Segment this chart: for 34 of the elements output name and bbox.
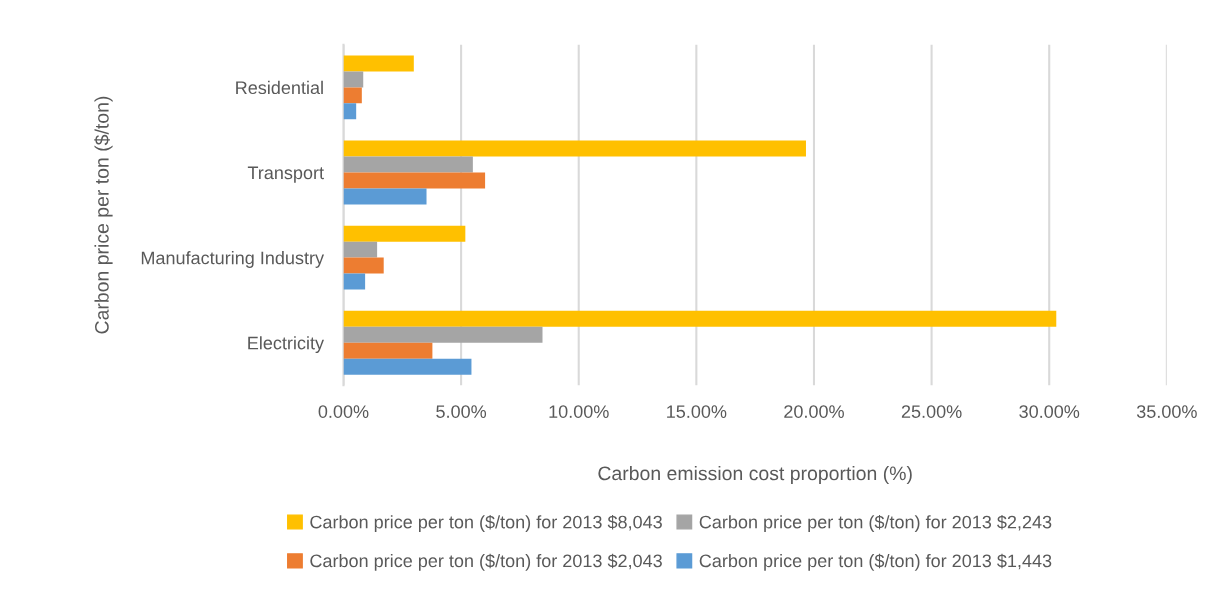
bar xyxy=(343,241,378,258)
legend-label: Carbon price per ton ($/ton) for 2013 $1,443 xyxy=(699,553,1052,571)
x-tick-label: 35.00% xyxy=(1136,405,1197,418)
x-axis-title: Carbon emission cost proportion (%) xyxy=(598,465,912,485)
bar xyxy=(343,156,473,173)
bar xyxy=(343,172,486,189)
bar xyxy=(343,87,362,104)
x-tick-label: 30.00% xyxy=(1019,405,1080,418)
x-tick-label: 20.00% xyxy=(784,405,844,418)
bar xyxy=(343,103,357,120)
bar xyxy=(343,273,366,290)
y-axis-title: Carbon price per ton ($/ton) xyxy=(94,96,113,334)
bar xyxy=(343,310,1057,327)
y-tick-label: Transport xyxy=(247,166,324,183)
x-tick-label: 25.00% xyxy=(901,405,962,418)
bar xyxy=(343,225,466,242)
bar xyxy=(343,342,433,359)
x-tick-label: 10.00% xyxy=(549,405,609,418)
x-tick-label: 0.00% xyxy=(318,405,369,418)
x-tick-label: 5.00% xyxy=(436,405,487,418)
bar xyxy=(343,358,472,375)
legend-label: Carbon price per ton ($/ton) for 2013 $8,043 xyxy=(310,514,662,533)
bar xyxy=(343,140,806,157)
x-tick-label: 15.00% xyxy=(667,405,727,418)
y-tick-label: Electricity xyxy=(248,336,324,354)
bar xyxy=(343,326,543,343)
bar xyxy=(343,257,384,274)
y-tick-label: Manufacturing Industry xyxy=(141,251,325,268)
bar xyxy=(343,188,427,205)
bar xyxy=(343,55,414,72)
legend-label: Carbon price per ton ($/ton) for 2013 $2,243 xyxy=(699,514,1052,533)
y-tick-label: Residential xyxy=(236,80,323,95)
bar xyxy=(343,71,364,88)
legend-label: Carbon price per ton ($/ton) for 2013 $2,043 xyxy=(310,553,662,571)
